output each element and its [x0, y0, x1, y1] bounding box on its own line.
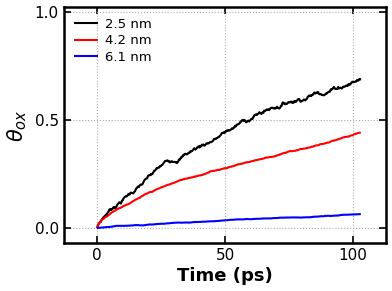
- 4.2 nm: [252, 159, 256, 162]
- Line: 4.2 nm: 4.2 nm: [97, 133, 361, 228]
- 4.2 nm: [358, 131, 363, 134]
- Line: 2.5 nm: 2.5 nm: [97, 79, 361, 228]
- X-axis label: Time (ps): Time (ps): [177, 267, 273, 285]
- 4.2 nm: [352, 132, 357, 136]
- 6.1 nm: [352, 213, 357, 216]
- 4.2 nm: [221, 166, 226, 170]
- 2.5 nm: [252, 115, 256, 118]
- 6.1 nm: [358, 212, 363, 216]
- 2.5 nm: [220, 131, 225, 135]
- 2.5 nm: [221, 130, 226, 134]
- 2.5 nm: [358, 77, 362, 81]
- 2.5 nm: [94, 226, 99, 230]
- 6.1 nm: [221, 219, 226, 222]
- 4.2 nm: [238, 162, 242, 166]
- 6.1 nm: [94, 226, 99, 230]
- Y-axis label: $\theta_{ox}$: $\theta_{ox}$: [5, 109, 29, 142]
- 6.1 nm: [238, 218, 242, 221]
- 6.1 nm: [220, 219, 225, 222]
- Line: 6.1 nm: 6.1 nm: [97, 214, 361, 228]
- 4.2 nm: [94, 226, 99, 230]
- Legend: 2.5 nm, 4.2 nm, 6.1 nm: 2.5 nm, 4.2 nm, 6.1 nm: [70, 14, 155, 68]
- 2.5 nm: [311, 93, 316, 96]
- 4.2 nm: [220, 167, 225, 171]
- 2.5 nm: [238, 121, 242, 125]
- 4.2 nm: [311, 145, 316, 148]
- 6.1 nm: [252, 217, 256, 221]
- 2.5 nm: [358, 77, 363, 81]
- 6.1 nm: [311, 215, 316, 219]
- 2.5 nm: [352, 80, 357, 84]
